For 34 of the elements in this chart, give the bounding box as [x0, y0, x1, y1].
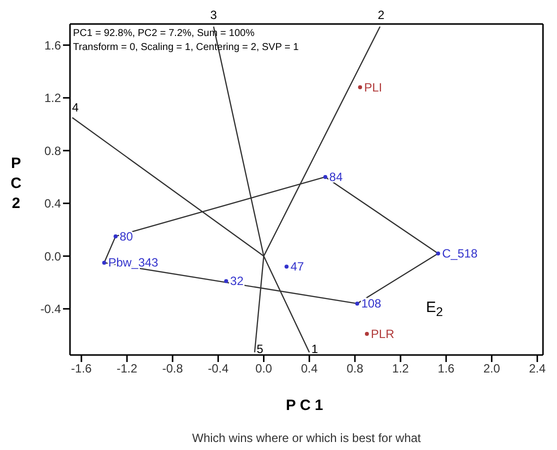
- x-axis-title: PC1: [284, 397, 328, 414]
- annotation: 2: [378, 8, 385, 22]
- x-tick-label: -1.2: [116, 362, 138, 376]
- y-tick-label: 0.8: [44, 144, 62, 158]
- x-tick-label: -1.6: [71, 362, 92, 376]
- annotation: 3: [210, 8, 218, 22]
- y-tick-label: 0.4: [44, 196, 62, 211]
- text: Which wins where or which is best for what: [191, 431, 422, 445]
- x-tick-label: 1.6: [438, 362, 455, 376]
- y-tick-label: -0.4: [40, 302, 62, 316]
- x-tick-label: 0.8: [346, 362, 364, 376]
- x-tick-label: 0.4: [301, 362, 318, 376]
- series-label: 84: [329, 170, 343, 184]
- series-label: 47: [290, 260, 304, 274]
- annotation: 5: [256, 342, 264, 356]
- x-tick-label: 1.2: [392, 362, 410, 376]
- x-tick-label: 2.0: [483, 362, 500, 376]
- series-label: 108: [361, 296, 382, 311]
- series-label: 80: [120, 229, 134, 244]
- y-axis-title: PC2: [10, 154, 22, 214]
- series-label: C_518: [442, 246, 478, 260]
- series-label: PLR: [370, 326, 395, 341]
- x-tick-label: 0.0: [255, 362, 272, 376]
- annotation: E$_{2}$: [426, 299, 443, 319]
- series-label: PLI: [364, 80, 382, 94]
- y-tick-label: 0.0: [44, 249, 62, 264]
- annotation: 1: [311, 342, 318, 356]
- series-label: Pbw_343: [108, 256, 159, 270]
- x-tick-label: -0.8: [162, 362, 184, 376]
- x-tick-label: -0.4: [208, 362, 229, 376]
- annotation: 4: [72, 100, 79, 114]
- x-tick-label: 2.4: [528, 362, 546, 376]
- y-tick-label: 1.6: [44, 38, 62, 52]
- y-tick-label: 1.2: [44, 91, 62, 106]
